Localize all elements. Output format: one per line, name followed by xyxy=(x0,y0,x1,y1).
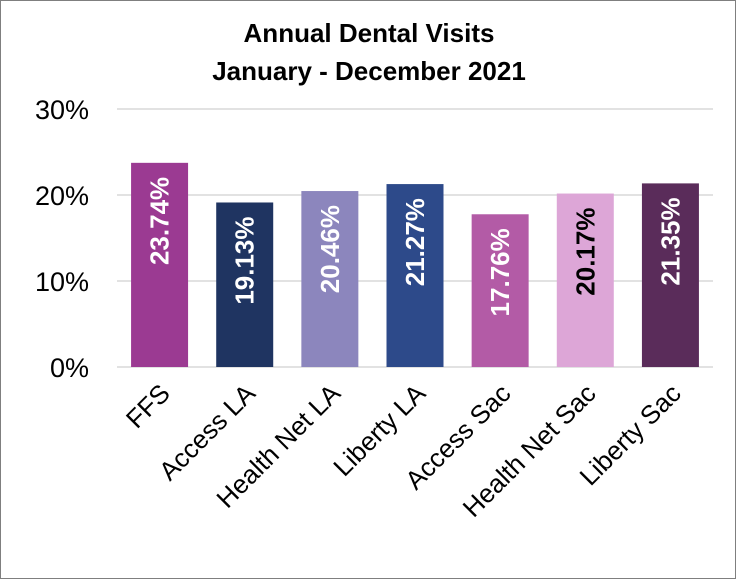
data-label: 19.13% xyxy=(230,216,260,304)
y-tick-label: 0% xyxy=(50,353,89,383)
bar xyxy=(386,184,444,367)
chart-subtitle: January - December 2021 xyxy=(212,56,526,86)
data-label: 21.27% xyxy=(400,198,430,286)
chart-title: Annual Dental Visits xyxy=(244,18,495,48)
bar xyxy=(131,162,189,367)
data-label: 20.46% xyxy=(315,205,345,293)
y-axis: 0% 10% 20% 30% xyxy=(35,95,89,383)
category-label: FFS xyxy=(120,378,176,434)
bar xyxy=(301,191,359,367)
bar xyxy=(216,202,274,367)
y-tick-label: 30% xyxy=(35,95,89,125)
data-label: 23.74% xyxy=(145,177,175,265)
bars: 23.74% 19.13% 20.46% 21.27% 17.76% 20.17% 21.3… xyxy=(131,162,699,367)
y-tick-label: 20% xyxy=(35,181,89,211)
bar xyxy=(471,214,529,367)
bar xyxy=(556,193,614,367)
data-label: 20.17% xyxy=(570,208,600,296)
data-label: 17.76% xyxy=(485,228,515,316)
y-tick-label: 10% xyxy=(35,267,89,297)
bar xyxy=(641,183,699,367)
data-label: 21.35% xyxy=(655,197,685,285)
